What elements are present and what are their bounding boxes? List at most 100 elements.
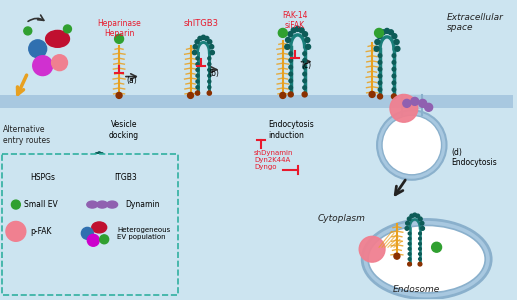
Circle shape	[432, 242, 442, 252]
Circle shape	[94, 182, 96, 184]
Circle shape	[408, 237, 411, 240]
Circle shape	[208, 74, 211, 77]
Circle shape	[288, 32, 293, 37]
Circle shape	[102, 177, 105, 179]
Circle shape	[196, 57, 199, 60]
Circle shape	[388, 30, 393, 35]
Circle shape	[421, 226, 424, 230]
Circle shape	[385, 28, 389, 33]
Circle shape	[102, 173, 105, 175]
Circle shape	[419, 237, 421, 240]
Circle shape	[208, 57, 211, 60]
Circle shape	[6, 221, 26, 241]
Circle shape	[303, 52, 307, 56]
Circle shape	[289, 86, 293, 89]
Circle shape	[291, 28, 296, 33]
Circle shape	[289, 52, 293, 56]
Circle shape	[95, 153, 98, 156]
Circle shape	[201, 35, 206, 40]
Circle shape	[192, 50, 196, 55]
Circle shape	[395, 46, 400, 51]
Circle shape	[305, 38, 310, 42]
Text: HSPGs: HSPGs	[30, 173, 55, 182]
Circle shape	[410, 214, 414, 218]
Ellipse shape	[45, 30, 69, 47]
Circle shape	[208, 80, 211, 83]
Circle shape	[94, 186, 96, 188]
Ellipse shape	[97, 201, 108, 208]
Circle shape	[394, 253, 400, 259]
Circle shape	[419, 248, 421, 250]
Circle shape	[392, 68, 396, 71]
Circle shape	[15, 187, 21, 193]
Circle shape	[196, 86, 199, 89]
Circle shape	[195, 91, 200, 95]
Circle shape	[303, 79, 307, 83]
Circle shape	[377, 34, 382, 39]
Circle shape	[392, 54, 396, 57]
Circle shape	[205, 36, 209, 40]
Circle shape	[378, 61, 382, 64]
Text: shITGB3: shITGB3	[184, 19, 219, 28]
Circle shape	[102, 186, 105, 188]
Circle shape	[392, 81, 396, 85]
Text: ITGB3: ITGB3	[114, 173, 137, 182]
Text: Heterogeneous
EV population: Heterogeneous EV population	[117, 227, 170, 240]
Circle shape	[207, 40, 212, 44]
Text: Cytoplasm: Cytoplasm	[317, 214, 366, 224]
Circle shape	[295, 26, 300, 32]
Circle shape	[289, 79, 293, 83]
Circle shape	[208, 63, 211, 66]
Circle shape	[377, 94, 383, 99]
Circle shape	[374, 46, 379, 51]
Text: Endosome: Endosome	[393, 285, 440, 294]
Circle shape	[196, 68, 199, 71]
Circle shape	[411, 98, 419, 105]
Circle shape	[408, 262, 412, 266]
Circle shape	[303, 65, 307, 69]
Circle shape	[369, 92, 375, 98]
Circle shape	[102, 155, 105, 158]
Circle shape	[408, 253, 411, 255]
Text: shDynamin
Dyn2K44A
Dyngo: shDynamin Dyn2K44A Dyngo	[254, 150, 294, 170]
Circle shape	[116, 92, 122, 98]
Circle shape	[419, 232, 421, 235]
Circle shape	[302, 92, 307, 97]
Circle shape	[378, 81, 382, 85]
Text: (c): (c)	[301, 61, 312, 70]
Circle shape	[94, 190, 96, 193]
Circle shape	[413, 213, 417, 217]
Circle shape	[408, 232, 411, 235]
Circle shape	[302, 32, 308, 37]
Circle shape	[102, 168, 105, 171]
Circle shape	[392, 74, 396, 78]
Circle shape	[406, 221, 409, 225]
Circle shape	[278, 28, 287, 38]
Circle shape	[87, 234, 99, 246]
Circle shape	[208, 68, 211, 71]
Circle shape	[102, 194, 105, 198]
Circle shape	[94, 173, 96, 175]
Text: Heparinase
Heparin: Heparinase Heparin	[97, 19, 141, 38]
Ellipse shape	[107, 201, 117, 208]
Circle shape	[403, 99, 411, 107]
Circle shape	[104, 159, 107, 162]
Circle shape	[288, 92, 293, 97]
Circle shape	[306, 44, 311, 49]
Circle shape	[408, 242, 411, 245]
Text: (d): (d)	[451, 148, 462, 157]
Text: (b): (b)	[208, 69, 219, 78]
Circle shape	[394, 40, 399, 44]
FancyBboxPatch shape	[2, 154, 178, 295]
Circle shape	[418, 262, 422, 266]
Circle shape	[198, 36, 202, 40]
Circle shape	[359, 236, 385, 262]
Circle shape	[196, 63, 199, 66]
Text: Small EV: Small EV	[24, 200, 57, 209]
Circle shape	[419, 258, 421, 260]
Circle shape	[408, 258, 411, 260]
Circle shape	[289, 58, 293, 62]
Text: Dynamin: Dynamin	[125, 200, 160, 209]
Circle shape	[378, 74, 382, 78]
Circle shape	[193, 45, 197, 49]
